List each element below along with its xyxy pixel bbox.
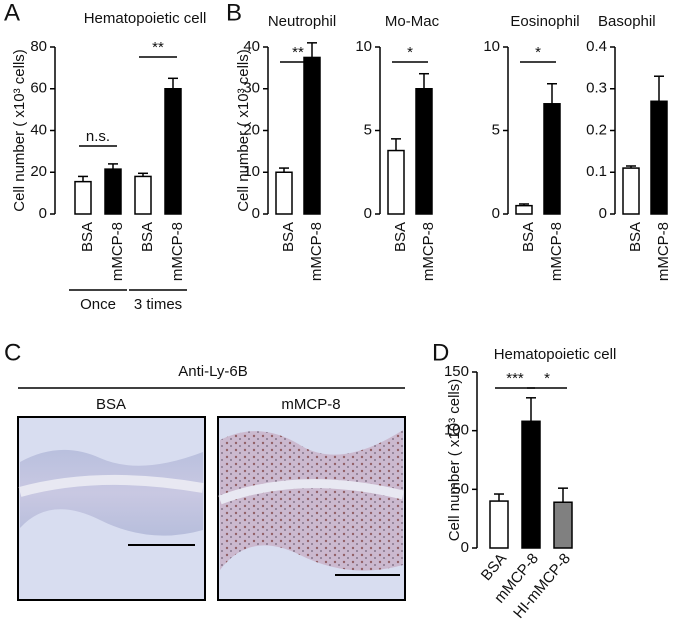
x-tick-label: BSA [627,222,644,252]
chart-title: Mo-Mac [385,13,440,30]
x-tick-label: mMCP-8 [109,222,126,281]
y-tick-label: 0 [364,205,372,222]
y-tick-label: 0 [252,205,260,222]
significance-label: *** [506,370,524,387]
x-tick-label: mMCP-8 [420,222,437,281]
y-axis-label: Cell number ( x10³ cells) [446,379,463,542]
y-tick-label: 0 [492,205,500,222]
chart-title: Basophil [598,13,656,30]
panel-label: A [4,0,20,26]
bar [74,180,92,215]
bar [515,204,533,215]
y-tick-label: 60 [30,80,47,97]
bar [543,103,561,215]
panel-label: D [432,339,449,366]
group-label: Once [80,296,116,313]
bar [489,500,509,549]
bar [650,100,668,215]
bar [553,501,573,549]
bar [387,149,405,215]
y-tick-label: 0 [39,205,47,222]
bar [303,56,321,215]
chart-title: Hematopoietic cell [84,10,207,27]
bar [134,175,152,215]
y-tick-label: 0.2 [586,121,607,138]
image-label: BSA [96,396,126,413]
y-tick-label: 10 [243,163,260,180]
y-tick-label: 20 [30,163,47,180]
significance-label: * [407,44,413,61]
x-tick-label: mMCP-8 [169,222,186,281]
bar [415,88,433,215]
y-tick-label: 0 [599,205,607,222]
y-tick-label: 40 [30,121,47,138]
bar [521,420,541,549]
y-axis-label: Cell number ( x10³ cells) [11,49,28,212]
y-tick-label: 10 [355,38,372,55]
y-tick-label: 0.3 [586,80,607,97]
y-tick-label: 40 [243,38,260,55]
bar [622,167,640,215]
y-tick-label: 0 [461,539,469,556]
image-label: mMCP-8 [281,396,340,413]
y-tick-label: 5 [364,121,372,138]
micrograph [17,416,206,601]
x-tick-label: mMCP-8 [548,222,565,281]
x-tick-label: mMCP-8 [308,222,325,281]
x-tick-label: BSA [139,222,156,252]
y-tick-label: 50 [452,480,469,497]
y-tick-label: 0.4 [586,38,607,55]
y-tick-label: 0.1 [586,163,607,180]
y-tick-label: 5 [492,121,500,138]
panel-label: C [4,339,21,366]
significance-label: * [544,370,550,387]
x-tick-label: BSA [392,222,409,252]
bar [104,168,122,215]
significance-label: ** [152,39,164,56]
bar [275,171,293,215]
x-tick-label: BSA [79,222,96,252]
y-tick-label: 20 [243,121,260,138]
y-tick-label: 150 [444,363,469,380]
significance-label: ** [292,44,304,61]
y-tick-label: 100 [444,422,469,439]
chart-title: Eosinophil [510,13,579,30]
x-tick-label: BSA [520,222,537,252]
bar [164,88,182,215]
x-tick-label: BSA [280,222,297,252]
stain-title: Anti-Ly-6B [178,363,247,380]
significance-label: n.s. [86,128,110,145]
x-tick-label: mMCP-8 [655,222,672,281]
y-axis-label: Cell number ( x10³ cells) [235,49,252,212]
group-label: 3 times [134,296,182,313]
y-tick-label: 30 [243,80,260,97]
chart-title: Neutrophil [268,13,336,30]
y-tick-label: 80 [30,38,47,55]
y-tick-label: 10 [483,38,500,55]
chart-title: Hematopoietic cell [494,346,617,363]
significance-label: * [535,44,541,61]
micrograph [217,416,406,601]
panel-label: B [226,0,242,26]
